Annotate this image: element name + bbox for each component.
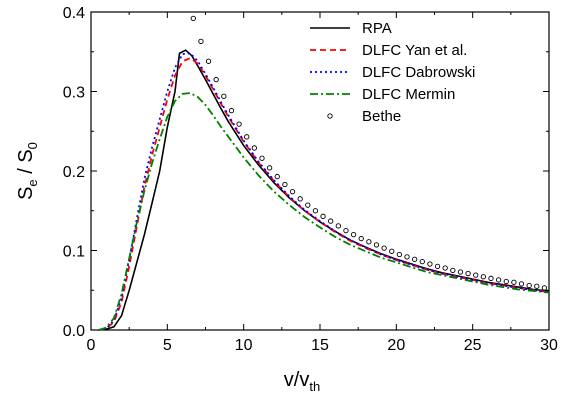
bethe-point [213, 76, 219, 83]
x-axis-title-sub: th [309, 379, 320, 394]
series-dlfc-mermin-line [98, 92, 550, 331]
bethe-point [488, 275, 494, 281]
bethe-point [396, 251, 403, 258]
bethe-point [343, 227, 349, 234]
bethe-point [236, 121, 242, 127]
bethe-point [251, 145, 258, 151]
bethe-point [465, 270, 471, 277]
bethe-point [350, 231, 357, 238]
bethe-point [495, 277, 502, 283]
bethe-point [328, 218, 334, 224]
bethe-point [221, 93, 227, 99]
x-tick-label: 20 [387, 337, 405, 354]
bethe-point [473, 272, 479, 278]
bethe-point [381, 245, 387, 251]
y-axis-title-sub-0: 0 [25, 142, 40, 149]
y-tick-label: 0.2 [63, 164, 85, 181]
bethe-point [274, 173, 280, 180]
x-tick-label: 0 [87, 337, 96, 354]
bethe-point [335, 223, 341, 229]
legend-label-rpa: RPA [362, 20, 392, 37]
bethe-point [320, 213, 326, 219]
bethe-point [198, 38, 204, 45]
bethe-point [419, 258, 425, 265]
x-tick-label: 25 [464, 337, 482, 354]
bethe-point [282, 181, 288, 188]
x-axis-title: v/vth [284, 369, 320, 394]
legend-label-dlfc-dabrowski: DLFC Dabrowski [362, 64, 475, 81]
y-tick-label: 0.0 [63, 323, 85, 340]
y-axis-title-sep: / S [15, 149, 37, 179]
bethe-point [450, 267, 456, 274]
bethe-point [526, 282, 532, 289]
bethe-point [259, 155, 265, 161]
bethe-point [266, 165, 273, 171]
bethe-point [518, 281, 525, 287]
bethe-point [366, 239, 372, 245]
bethe-point [541, 285, 548, 291]
x-axis-title-main: v/v [284, 369, 310, 391]
bethe-point [434, 263, 441, 270]
x-tick-label: 15 [311, 337, 329, 354]
legend-label-dlfc-mermin: DLFC Mermin [362, 86, 455, 103]
bethe-point [404, 254, 410, 260]
bethe-point [373, 242, 380, 248]
series-bethe-markers [190, 15, 548, 291]
y-tick-label: 0.1 [63, 244, 85, 261]
x-tick-label: 10 [235, 337, 253, 354]
bethe-point [412, 256, 418, 262]
y-axis-title-sub-e: e [25, 179, 40, 186]
bethe-point [244, 134, 250, 140]
bethe-point [289, 189, 296, 195]
bethe-point [480, 274, 487, 280]
y-axis-title: Se / S0 [15, 142, 40, 200]
bethe-point [442, 265, 448, 271]
x-tick-label: 30 [540, 337, 558, 354]
y-tick-label: 0.4 [63, 5, 85, 22]
x-tick-label: 5 [163, 337, 172, 354]
bethe-point [305, 202, 311, 208]
y-tick-label: 0.3 [63, 85, 85, 102]
bethe-point [389, 248, 395, 254]
series-layer [98, 15, 550, 331]
bethe-point [534, 283, 540, 289]
bethe-point [427, 261, 433, 267]
bethe-point [190, 15, 196, 22]
legend-label-bethe: Bethe [362, 108, 401, 125]
bethe-point [205, 58, 212, 64]
axis-ticks: 0 5 10 15 20 25 30 0.0 0.1 0.2 0.3 0.4 [63, 5, 558, 354]
series-dlfc-dabrowski-line [98, 52, 550, 331]
legend-swatch-bethe [327, 113, 333, 119]
bethe-point [297, 196, 303, 202]
bethe-point [358, 235, 364, 242]
bethe-point [503, 278, 509, 285]
series-rpa-line [98, 49, 550, 331]
legend-label-dlfc-yan-et-al: DLFC Yan et al. [362, 42, 467, 59]
bethe-point [228, 107, 235, 114]
legend: RPA DLFC Yan et al. DLFC Dabrowski DLFC Mer… [310, 20, 475, 125]
bethe-point [457, 269, 464, 275]
bethe-point [312, 208, 319, 214]
bethe-point [511, 279, 517, 285]
y-axis-title-main: S [15, 187, 37, 200]
